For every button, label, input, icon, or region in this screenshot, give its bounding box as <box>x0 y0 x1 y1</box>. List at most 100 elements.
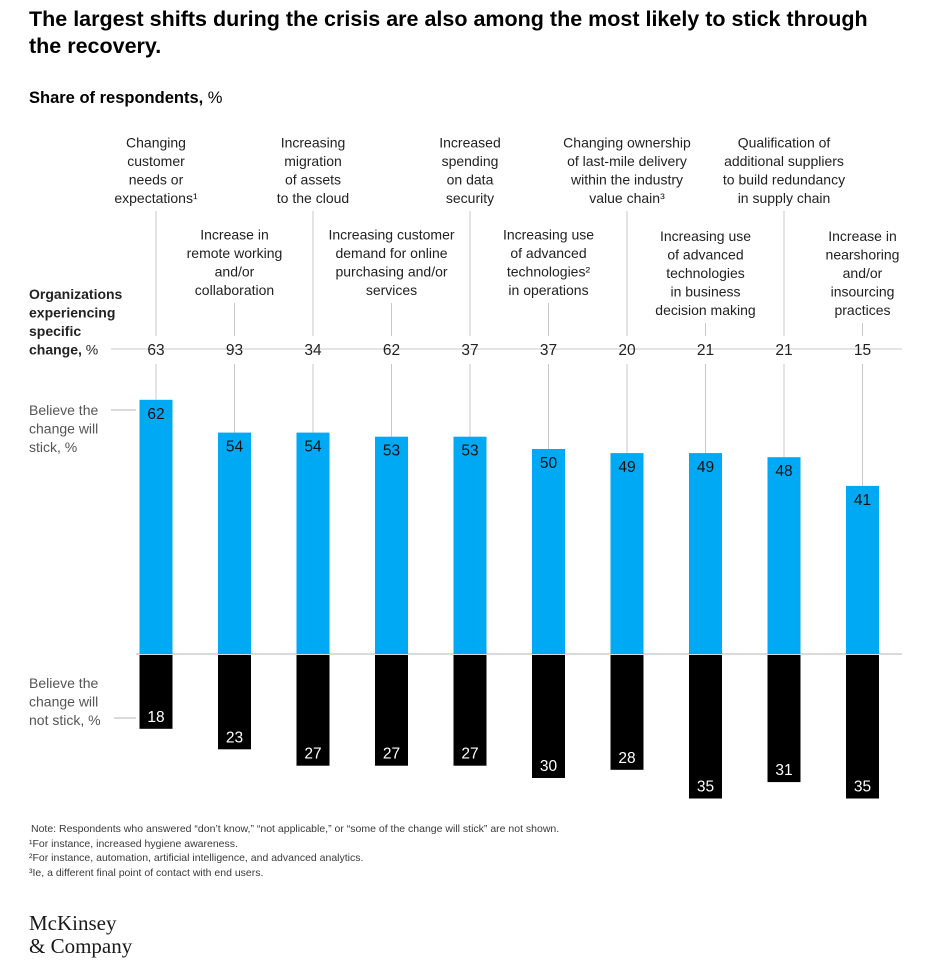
stick-bar <box>218 432 251 654</box>
category-label-line: and/or <box>215 264 255 280</box>
mckinsey-logo: McKinsey & Company <box>29 912 132 958</box>
category-label-line: Increase in <box>828 228 896 244</box>
org-row-label-line: experiencing <box>29 305 115 321</box>
not-stick-row-label-line: Believe the <box>29 675 98 691</box>
not-stick-value-label: 27 <box>461 746 478 763</box>
category-label-line: additional suppliers <box>724 153 844 169</box>
stick-bar <box>767 457 801 654</box>
stick-value-label: 50 <box>540 455 558 472</box>
org-value-label: 34 <box>304 342 322 359</box>
footnote-note: Note: Respondents who answered “don’t kn… <box>31 823 560 835</box>
category-label-line: spending <box>442 153 499 169</box>
not-stick-bar <box>532 655 565 778</box>
not-stick-bar <box>767 655 801 783</box>
not-stick-bar <box>139 655 173 729</box>
org-row-label-line: change, % <box>29 342 98 358</box>
stick-value-label: 62 <box>147 406 164 423</box>
not-stick-bar <box>846 655 879 799</box>
category-label-line: and/or <box>843 265 883 281</box>
not-stick-value-label: 28 <box>618 750 635 767</box>
org-value-label: 15 <box>854 342 871 359</box>
stick-bar <box>139 399 173 654</box>
category-label-line: of advanced <box>667 247 743 263</box>
category-label-line: in supply chain <box>738 190 831 206</box>
category-label-line: needs or <box>129 172 184 188</box>
footnote-1: ¹For instance, increased hygiene awarene… <box>29 837 238 850</box>
category-label-line: to the cloud <box>277 190 349 206</box>
org-row-label-line: specific <box>29 323 81 339</box>
not-stick-bar <box>375 655 408 766</box>
not-stick-value-label: 18 <box>147 709 164 726</box>
org-value-label: 93 <box>226 342 243 359</box>
stick-value-label: 54 <box>226 439 244 456</box>
not-stick-row-label-line: not stick, % <box>29 712 101 728</box>
stick-bar <box>689 453 722 654</box>
category-label-line: remote working <box>187 245 283 261</box>
stick-bar <box>846 485 879 654</box>
category-label-line: practices <box>834 302 890 318</box>
not-stick-value-label: 31 <box>775 762 792 779</box>
category-label-line: Qualification of <box>738 135 831 151</box>
not-stick-value-label: 30 <box>540 758 558 775</box>
not-stick-value-label: 35 <box>854 779 871 796</box>
org-value-label: 21 <box>775 342 792 359</box>
org-value-label: 37 <box>461 342 478 359</box>
category-label-line: nearshoring <box>826 247 900 263</box>
stick-bar <box>610 453 644 654</box>
chart-subtitle: Share of respondents, % <box>29 89 222 108</box>
category-label-line: expectations¹ <box>114 190 198 206</box>
org-value-label: 20 <box>618 342 636 359</box>
logo-line-2: & Company <box>29 934 133 958</box>
stick-bar <box>375 436 408 654</box>
footnotes: Note: Respondents who answered “don’t kn… <box>29 822 559 880</box>
org-value-label: 62 <box>383 342 400 359</box>
category-label-line: Increase in <box>200 227 268 243</box>
category-label-line: Increasing <box>281 135 346 151</box>
not-stick-row-label-line: change will <box>29 694 98 710</box>
not-stick-bar <box>689 655 722 799</box>
category-label-line: in business <box>670 284 740 300</box>
stick-value-label: 41 <box>854 492 871 509</box>
org-value-label: 63 <box>147 342 164 359</box>
footnote-2: ²For instance, automation, artificial in… <box>29 852 364 864</box>
stick-value-label: 54 <box>304 439 322 456</box>
org-row-label-unit: % <box>82 342 98 358</box>
stick-row-label-line: change will <box>29 421 98 437</box>
stick-bar <box>453 436 487 654</box>
stick-row-label-line: Believe the <box>29 402 98 418</box>
category-label-line: security <box>446 190 494 206</box>
stick-value-label: 53 <box>383 443 400 460</box>
stick-row-label-line: stick, % <box>29 439 77 455</box>
not-stick-bar <box>610 655 644 770</box>
category-label-line: Increasing use <box>503 227 594 243</box>
category-label-line: purchasing and/or <box>335 264 447 280</box>
category-label-line: Increasing use <box>660 228 751 244</box>
category-label-line: services <box>366 282 417 298</box>
category-label-line: decision making <box>655 302 755 318</box>
category-label-line: demand for online <box>335 245 447 261</box>
org-row-label-line: Organizations <box>29 286 123 302</box>
category-label-line: to build redundancy <box>723 172 845 188</box>
stick-bar <box>532 449 565 654</box>
category-label-line: Changing <box>126 135 186 151</box>
bar-chart: Organizations experiencing specific change,… <box>29 135 902 799</box>
chart-title: The largest shifts during the crisis are… <box>29 7 868 58</box>
subtitle-unit: % <box>203 89 223 107</box>
stick-value-label: 49 <box>697 459 714 476</box>
category-label-line: Increased <box>439 135 500 151</box>
stick-value-label: 53 <box>461 443 478 460</box>
category-label-line: insourcing <box>831 284 895 300</box>
category-label-line: within the industry <box>570 172 683 188</box>
not-stick-bar <box>453 655 487 766</box>
not-stick-value-label: 27 <box>383 746 400 763</box>
stick-bar <box>296 432 330 654</box>
not-stick-bar <box>296 655 330 766</box>
category-label-line: of assets <box>285 172 341 188</box>
category-label-line: technologies <box>666 265 745 281</box>
not-stick-value-label: 27 <box>304 746 321 763</box>
not-stick-bar <box>218 655 251 750</box>
category-label-line: in operations <box>508 282 588 298</box>
org-value-label: 21 <box>697 342 714 359</box>
category-label-line: of last-mile delivery <box>567 153 687 169</box>
not-stick-value-label: 23 <box>226 729 243 746</box>
